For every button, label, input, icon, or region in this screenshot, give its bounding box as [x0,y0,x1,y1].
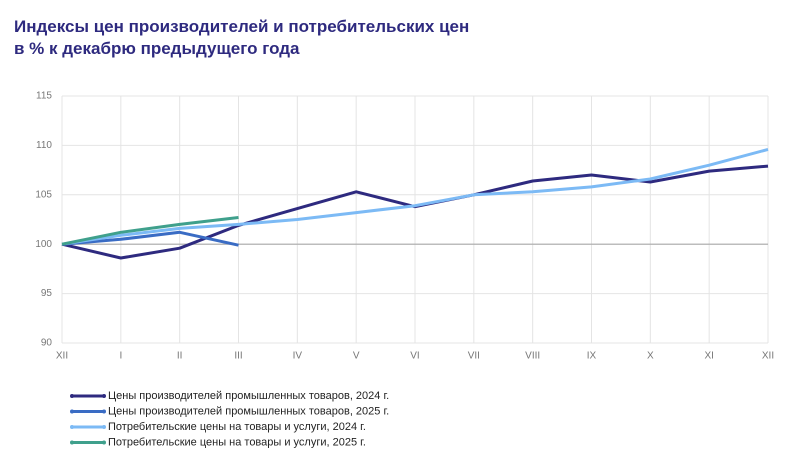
y-tick-label: 110 [36,140,52,151]
legend-label: Цены производителей промышленных товаров… [108,390,389,402]
series-line [61,216,239,246]
x-tick-label: XII [56,351,68,362]
legend-swatch-dot [70,440,74,445]
legend-swatch-dot [102,425,106,429]
x-tick-label: X [647,351,654,362]
y-tick-label: 100 [35,239,52,250]
x-tick-label: IX [587,351,597,362]
legend-label: Потребительские цены на товары и услуги,… [108,436,366,448]
chart-title: Индексы цен производителей и потребитель… [14,17,469,36]
x-tick-label: VIII [525,351,540,362]
y-tick-label: 95 [41,288,53,299]
legend-swatch-dot [70,394,74,398]
series-line [61,230,239,247]
x-tick-label: IV [293,351,303,362]
y-tick-label: 115 [36,91,52,102]
x-tick-label: VII [468,351,480,362]
x-tick-label: V [353,351,360,362]
legend-label: Потребительские цены на товары и услуги,… [108,421,366,433]
legend-swatch-dot [70,425,74,429]
x-tick-label: II [177,351,183,362]
legend-swatch-dot [102,409,106,414]
chart-subtitle: в % к декабрю предыдущего года [14,39,300,58]
legend-swatch-dot [70,409,74,414]
x-tick-label: I [119,351,122,362]
x-tick-label: VI [410,351,419,362]
legend-swatch-dot [102,440,106,445]
y-tick-label: 105 [35,189,52,200]
x-tick-label: III [234,351,242,362]
legend-swatch-dot [102,394,106,398]
legend-label: Цены производителей промышленных товаров… [108,405,389,417]
x-tick-label: XI [704,351,713,362]
y-tick-label: 90 [41,338,53,349]
series-line [61,147,769,246]
x-tick-label: XII [762,351,774,362]
